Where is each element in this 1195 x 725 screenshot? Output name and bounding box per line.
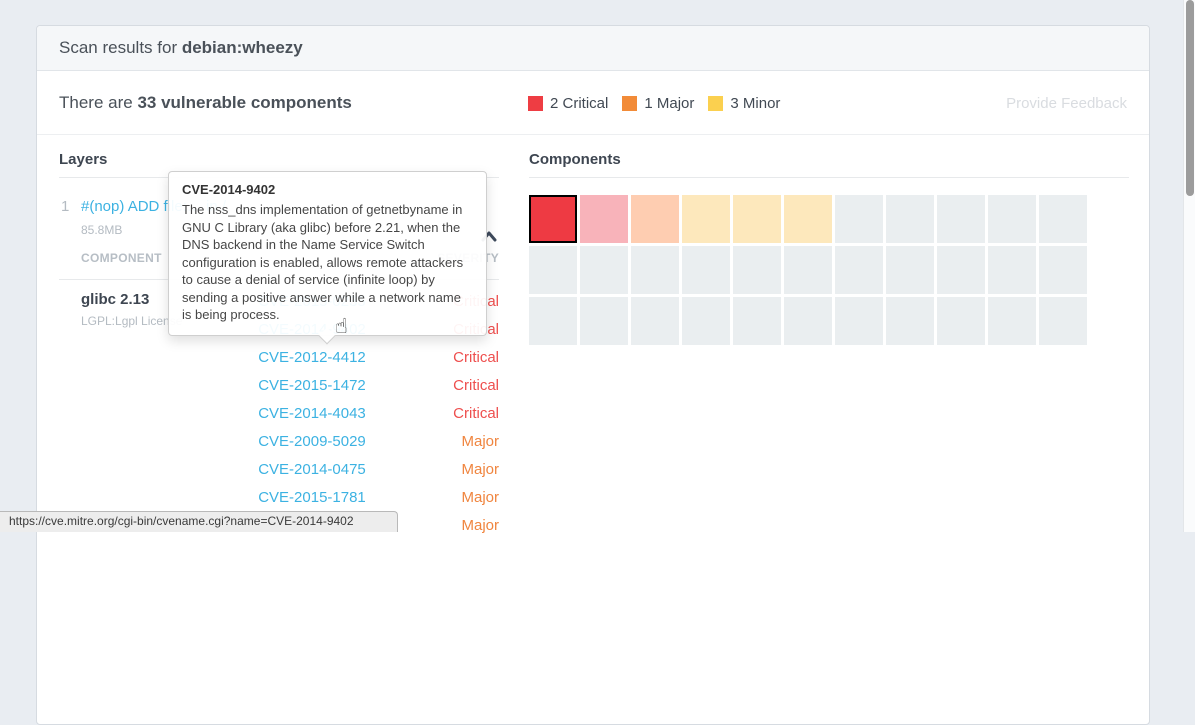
scrollbar-thumb[interactable] <box>1186 0 1194 196</box>
severity-label: Major <box>461 461 499 478</box>
cve-tooltip-description: The nss_dns implementation of getnetbyna… <box>182 202 464 322</box>
layer-size: 85.8MB <box>81 223 123 237</box>
vulnerable-components-count: There are 33 vulnerable components <box>59 71 352 135</box>
count-bold: 33 vulnerable components <box>137 93 352 112</box>
severity-label: Critical <box>453 349 499 366</box>
component-heatmap-cell[interactable] <box>937 297 985 345</box>
component-heatmap-cell[interactable] <box>988 246 1036 294</box>
legend-swatch <box>708 95 724 111</box>
component-heatmap-cell[interactable] <box>580 195 628 243</box>
component-heatmap-cell[interactable] <box>733 195 781 243</box>
cve-link[interactable]: CVE-2014-4043 <box>258 405 366 422</box>
component-heatmap-cell[interactable] <box>784 297 832 345</box>
cve-link[interactable]: CVE-2009-5029 <box>258 433 366 450</box>
legend-item: 2 Critical <box>528 95 608 112</box>
card-title-prefix: Scan results for <box>59 38 182 57</box>
legend-swatch <box>528 95 543 111</box>
component-heatmap-cell[interactable] <box>1039 246 1087 294</box>
component-heatmap-cell[interactable] <box>835 195 883 243</box>
cve-link[interactable]: CVE-2012-4412 <box>258 349 366 366</box>
legend-item: 3 Minor <box>708 95 780 112</box>
component-heatmap-cell[interactable] <box>631 246 679 294</box>
component-heatmap-cell[interactable] <box>886 195 934 243</box>
scrollbar-track[interactable] <box>1183 0 1195 532</box>
component-heatmap-cell[interactable] <box>937 246 985 294</box>
component-heatmap-cell[interactable] <box>682 246 730 294</box>
component-heatmap-cell[interactable] <box>580 246 628 294</box>
component-heatmap-cell[interactable] <box>1039 195 1087 243</box>
component-heatmap-cell[interactable] <box>784 246 832 294</box>
card-header: Scan results for debian:wheezy <box>37 26 1149 71</box>
component-heatmap-cell[interactable] <box>529 246 577 294</box>
component-heatmap-cell[interactable] <box>529 195 577 243</box>
vulnerability-row: CVE-2012-4412 Critical <box>59 344 499 372</box>
vulnerability-row: CVE-2015-1781 Major <box>59 484 499 512</box>
component-heatmap-cell[interactable] <box>1039 297 1087 345</box>
component-heatmap-cell[interactable] <box>835 297 883 345</box>
component-heatmap-cell[interactable] <box>784 195 832 243</box>
components-heading: Components <box>529 151 621 168</box>
severity-legend: 2 Critical 1 Major 3 Minor <box>528 71 780 135</box>
component-heatmap-cell[interactable] <box>529 297 577 345</box>
component-heatmap-cell[interactable] <box>988 297 1036 345</box>
scan-results-card: Scan results for debian:wheezy There are… <box>36 25 1150 725</box>
component-license: LGPL:Lgpl License <box>81 314 183 328</box>
cve-tooltip: CVE-2014-9402 The nss_dns implementation… <box>168 171 487 344</box>
component-column-header: COMPONENT <box>81 251 162 265</box>
cve-link[interactable]: CVE-2015-1472 <box>258 377 366 394</box>
legend-label: 1 Major <box>644 94 695 112</box>
component-heatmap-cell[interactable] <box>682 195 730 243</box>
component-heatmap-cell[interactable] <box>835 246 883 294</box>
legend-label: 2 Critical <box>550 94 609 112</box>
browser-status-bar: https://cve.mitre.org/cgi-bin/cvename.cg… <box>0 511 398 532</box>
vulnerability-row: CVE-2014-0475 Major <box>59 456 499 484</box>
provide-feedback-link[interactable]: Provide Feedback <box>1006 94 1127 112</box>
severity-label: Major <box>461 517 499 534</box>
legend-item: 1 Major <box>622 95 694 112</box>
vulnerability-row: Major <box>59 512 499 540</box>
legend-swatch <box>622 95 638 111</box>
component-cell: glibc 2.13 LGPL:Lgpl License <box>81 291 182 328</box>
layers-heading: Layers <box>59 151 108 168</box>
count-prefix: There are <box>59 93 138 112</box>
component-heatmap-cell[interactable] <box>580 297 628 345</box>
components-divider <box>529 177 1129 178</box>
components-grid <box>529 195 1087 345</box>
vulnerability-row: CVE-2014-4043 Critical <box>59 400 499 428</box>
component-heatmap-cell[interactable] <box>733 297 781 345</box>
component-heatmap-cell[interactable] <box>682 297 730 345</box>
layer-number: 1 <box>61 198 70 215</box>
component-heatmap-cell[interactable] <box>631 195 679 243</box>
severity-label: Major <box>461 433 499 450</box>
component-name: glibc 2.13 <box>81 291 150 308</box>
component-heatmap-cell[interactable] <box>886 297 934 345</box>
cve-tooltip-title: CVE-2014-9402 <box>182 182 276 197</box>
card-title-image-name: debian:wheezy <box>181 38 303 57</box>
component-heatmap-cell[interactable] <box>886 246 934 294</box>
layer-command-visible: #(nop) ADD <box>81 198 160 215</box>
severity-label: Critical <box>453 405 499 422</box>
component-heatmap-cell[interactable] <box>733 246 781 294</box>
severity-label: Critical <box>453 377 499 394</box>
component-heatmap-cell[interactable] <box>937 195 985 243</box>
component-heatmap-cell[interactable] <box>988 195 1036 243</box>
hand-pointer-cursor: ☝ <box>335 314 348 338</box>
vulnerability-row: CVE-2009-5029 Major <box>59 428 499 456</box>
severity-label: Major <box>461 489 499 506</box>
cve-link[interactable]: CVE-2014-0475 <box>258 461 366 478</box>
component-heatmap-cell[interactable] <box>631 297 679 345</box>
legend-label: 3 Minor <box>730 94 781 112</box>
vulnerability-row: CVE-2015-1472 Critical <box>59 372 499 400</box>
summary-row: There are 33 vulnerable components 2 Cri… <box>37 71 1149 135</box>
cve-link[interactable]: CVE-2015-1781 <box>258 489 366 506</box>
